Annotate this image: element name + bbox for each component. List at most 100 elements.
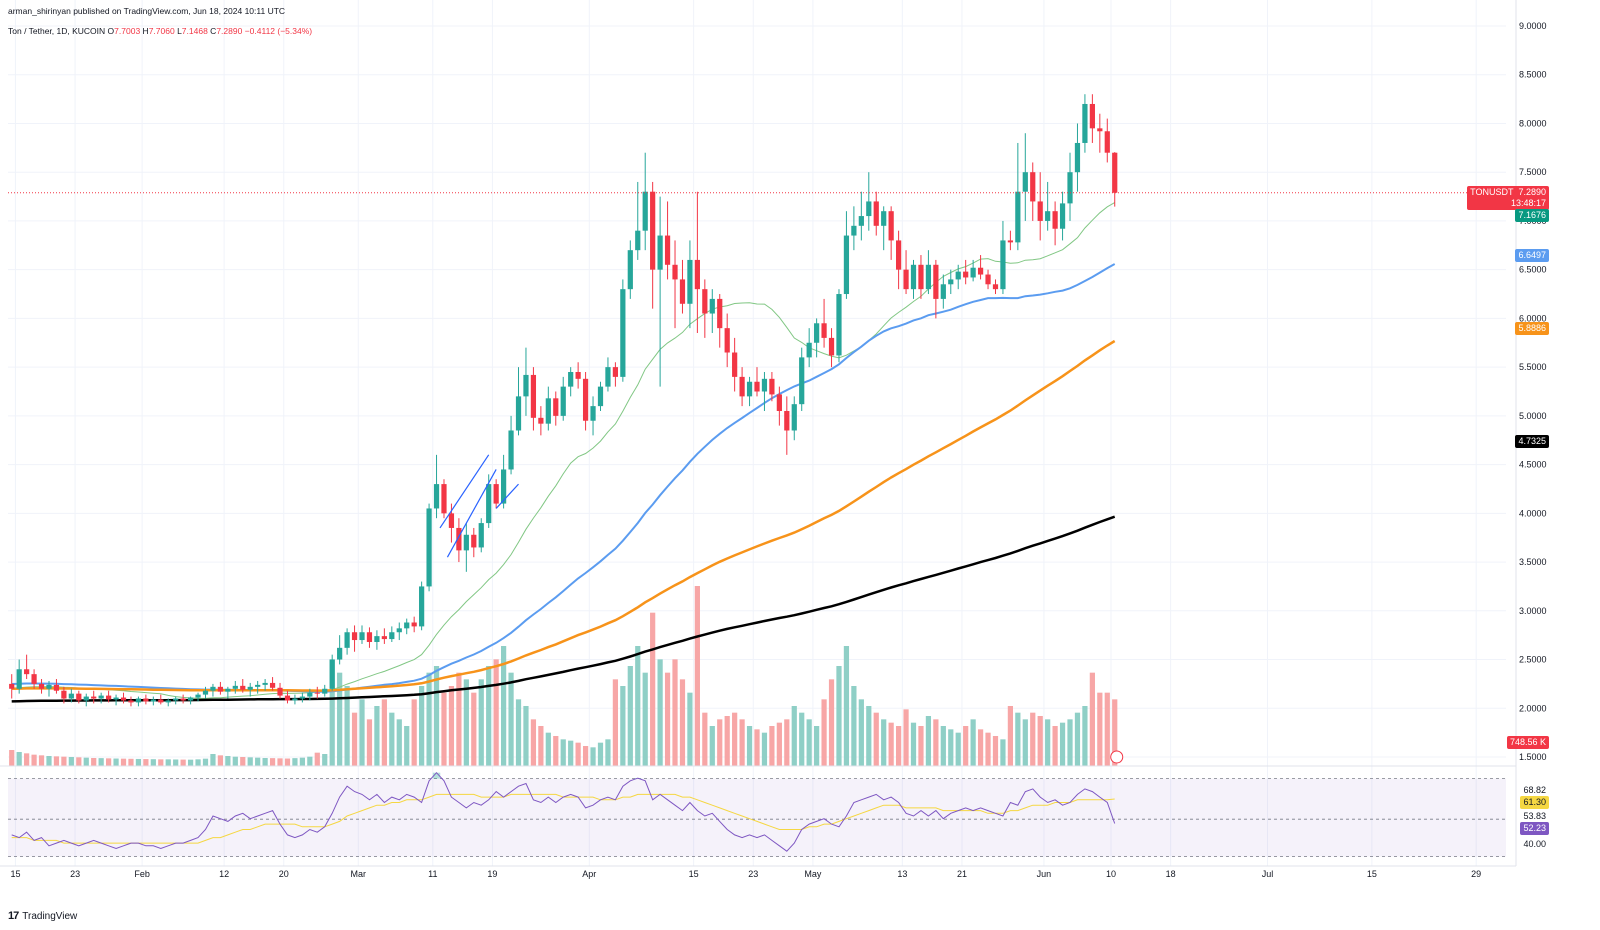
candle-body [202,690,209,695]
y-tick-label: 8.0000 [1519,118,1547,128]
close-value: 7.2890 [216,26,243,36]
volume-bar [806,719,812,766]
candle-body [419,586,425,627]
candle-body [642,191,648,231]
candle-body [314,692,320,694]
volume-bars [9,586,1118,766]
volume-bar [858,699,864,766]
volume-bar [389,712,395,766]
volume-bar [910,722,917,766]
candle-body [463,534,469,551]
x-tick-label: Mar [351,869,367,879]
volume-bar [754,729,760,766]
volume-bar [143,759,149,766]
last-price-tag: TONUSDT 7.2890 13:48:17 [1467,186,1549,210]
volume-bar [284,758,291,766]
volume-bar [1067,719,1073,766]
candle-body [337,647,343,660]
candle-body [709,298,715,314]
candle-body [776,394,782,411]
volume-bar [866,706,872,766]
symbol-name[interactable]: Ton / Tether, 1D, KUCOIN [8,26,106,36]
symbol-legend[interactable]: Ton / Tether, 1D, KUCOIN O7.7003 H7.7060… [8,26,312,36]
volume-bar [202,758,209,766]
ma20-line [11,202,1115,699]
y-tick-label: 2.0000 [1519,703,1547,713]
candle-body [255,684,261,687]
candle-body [322,688,328,694]
y-tick-label: 8.5000 [1519,70,1547,80]
volume-bar [441,692,447,766]
candle-body [1052,211,1058,229]
candle-body [650,191,656,270]
volume-bar [210,754,216,766]
volume-bar [664,672,671,766]
candle-body [821,323,827,338]
candle-body [746,381,753,397]
candle-body [895,240,902,270]
candle-body [523,374,529,397]
volume-bar [165,759,171,766]
x-tick-label: 20 [279,869,289,879]
candle-body [597,386,604,407]
volume-bar [83,757,89,766]
x-tick-label: Apr [582,869,596,879]
volume-bar [68,757,74,766]
candle-body [381,636,387,640]
candle-body [806,342,812,358]
candle-body [396,628,402,633]
candle-body [478,523,484,548]
x-tick-label: Feb [134,869,150,879]
x-tick-label: 23 [70,869,80,879]
candle-body [98,695,104,699]
ma200-line [11,515,1116,703]
candle-body [344,632,350,648]
candle-body [925,264,932,290]
volume-bar [150,759,156,766]
volume-bar [187,759,194,766]
volume-bar [575,742,581,766]
candle-body [217,686,224,692]
volume-bar [635,646,641,766]
candle-body [560,386,566,416]
candle-body [732,352,738,377]
volume-bar [948,729,954,766]
candle-body [143,698,149,702]
x-tick-label: 15 [1367,869,1377,879]
candle-body [389,632,395,640]
tradingview-footer[interactable]: 17 TradingView [8,910,77,922]
volume-bar [180,759,186,766]
candle-body [404,622,410,629]
candle-body [1067,172,1073,204]
volume-bar [597,742,604,766]
candle-body [620,289,626,377]
candle-body [1104,131,1110,153]
candle-body [299,696,305,699]
volume-bar [627,666,633,766]
volume-bar [1052,726,1058,766]
volume-bar [687,692,693,766]
volume-bar [471,692,477,766]
candle-body [210,686,216,691]
volume-bar [1112,699,1118,766]
volume-bar [240,757,246,766]
candle-body [717,298,723,329]
channel-line-upper [439,454,490,529]
candle-body [508,430,514,470]
x-tick-label: 19 [487,869,497,879]
candle-body [784,410,790,431]
volume-bar [1030,712,1036,766]
volume-bar [1000,739,1006,766]
candle-body [232,685,238,689]
volume-bar [881,719,887,766]
candle-body [627,250,633,290]
publisher-caption: arman_shirinyan published on TradingView… [8,6,286,16]
y-tick-label: 2.5000 [1519,655,1547,665]
close-label: C [210,26,217,36]
axes: 9.00008.50008.00007.50007.00006.50006.00… [0,0,1547,879]
volume-bar [925,716,932,766]
candle-body [575,372,581,379]
volume-bar [225,756,231,766]
grid-lines [8,0,1506,866]
